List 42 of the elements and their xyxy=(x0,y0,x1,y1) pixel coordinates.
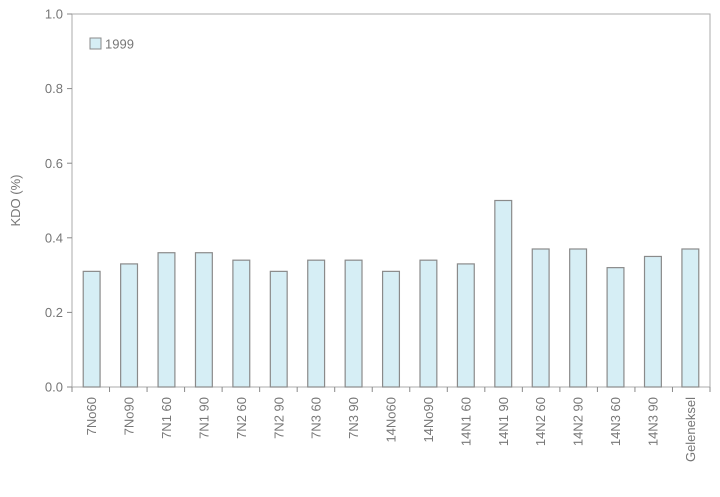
bar xyxy=(270,270,288,388)
x-tick-label: 14N1 90 xyxy=(496,397,511,446)
bar xyxy=(382,270,400,388)
y-tick-label: 0.6 xyxy=(44,156,63,171)
bar xyxy=(82,270,101,388)
x-tick-label: 7N3 60 xyxy=(308,397,324,439)
x-tick-label: 7N2 60 xyxy=(234,397,249,439)
x-tick-label: Geleneksel xyxy=(682,396,698,462)
bar xyxy=(194,252,213,388)
x-tick-label: 14N3 60 xyxy=(608,397,624,446)
bar xyxy=(307,260,326,388)
y-axis-title: KDO (%) xyxy=(8,174,23,226)
x-tick-label: 7No90 xyxy=(122,397,137,436)
x-tick-label: 14N2 90 xyxy=(570,397,586,446)
y-tick-label: 1.0 xyxy=(44,6,63,22)
bar xyxy=(494,200,512,388)
y-tick-label: 0.2 xyxy=(44,304,63,320)
bar xyxy=(569,248,588,388)
x-tick-label: 7N1 90 xyxy=(196,397,212,439)
x-tick-label: 14N2 60 xyxy=(533,397,548,446)
bar xyxy=(157,252,176,388)
x-tick-label: 14N1 60 xyxy=(458,397,474,446)
x-tick-label: 14No60 xyxy=(384,397,399,443)
y-tick-label: 0.0 xyxy=(44,380,63,395)
y-tick-label: 0.4 xyxy=(44,230,63,246)
bar xyxy=(644,256,662,388)
bar xyxy=(606,267,625,388)
bar xyxy=(681,248,700,388)
bar xyxy=(344,260,363,388)
bar xyxy=(232,260,250,388)
bar xyxy=(120,263,138,388)
legend-label: 1999 xyxy=(105,36,134,52)
x-tick-label: 14No90 xyxy=(420,397,436,443)
bar xyxy=(419,260,438,388)
x-tick-label: 7N3 90 xyxy=(346,397,362,439)
y-tick-label: 0.8 xyxy=(44,81,63,96)
x-tick-label: 7No60 xyxy=(84,397,100,436)
bar xyxy=(532,248,550,388)
x-tick-label: 7N1 60 xyxy=(159,397,174,439)
x-tick-label: 7N2 90 xyxy=(271,397,286,439)
bar xyxy=(456,263,475,388)
x-tick-label: 14N3 90 xyxy=(645,397,660,446)
